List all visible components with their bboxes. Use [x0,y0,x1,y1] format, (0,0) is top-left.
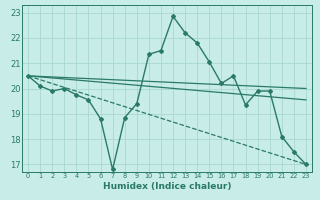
X-axis label: Humidex (Indice chaleur): Humidex (Indice chaleur) [103,182,231,191]
